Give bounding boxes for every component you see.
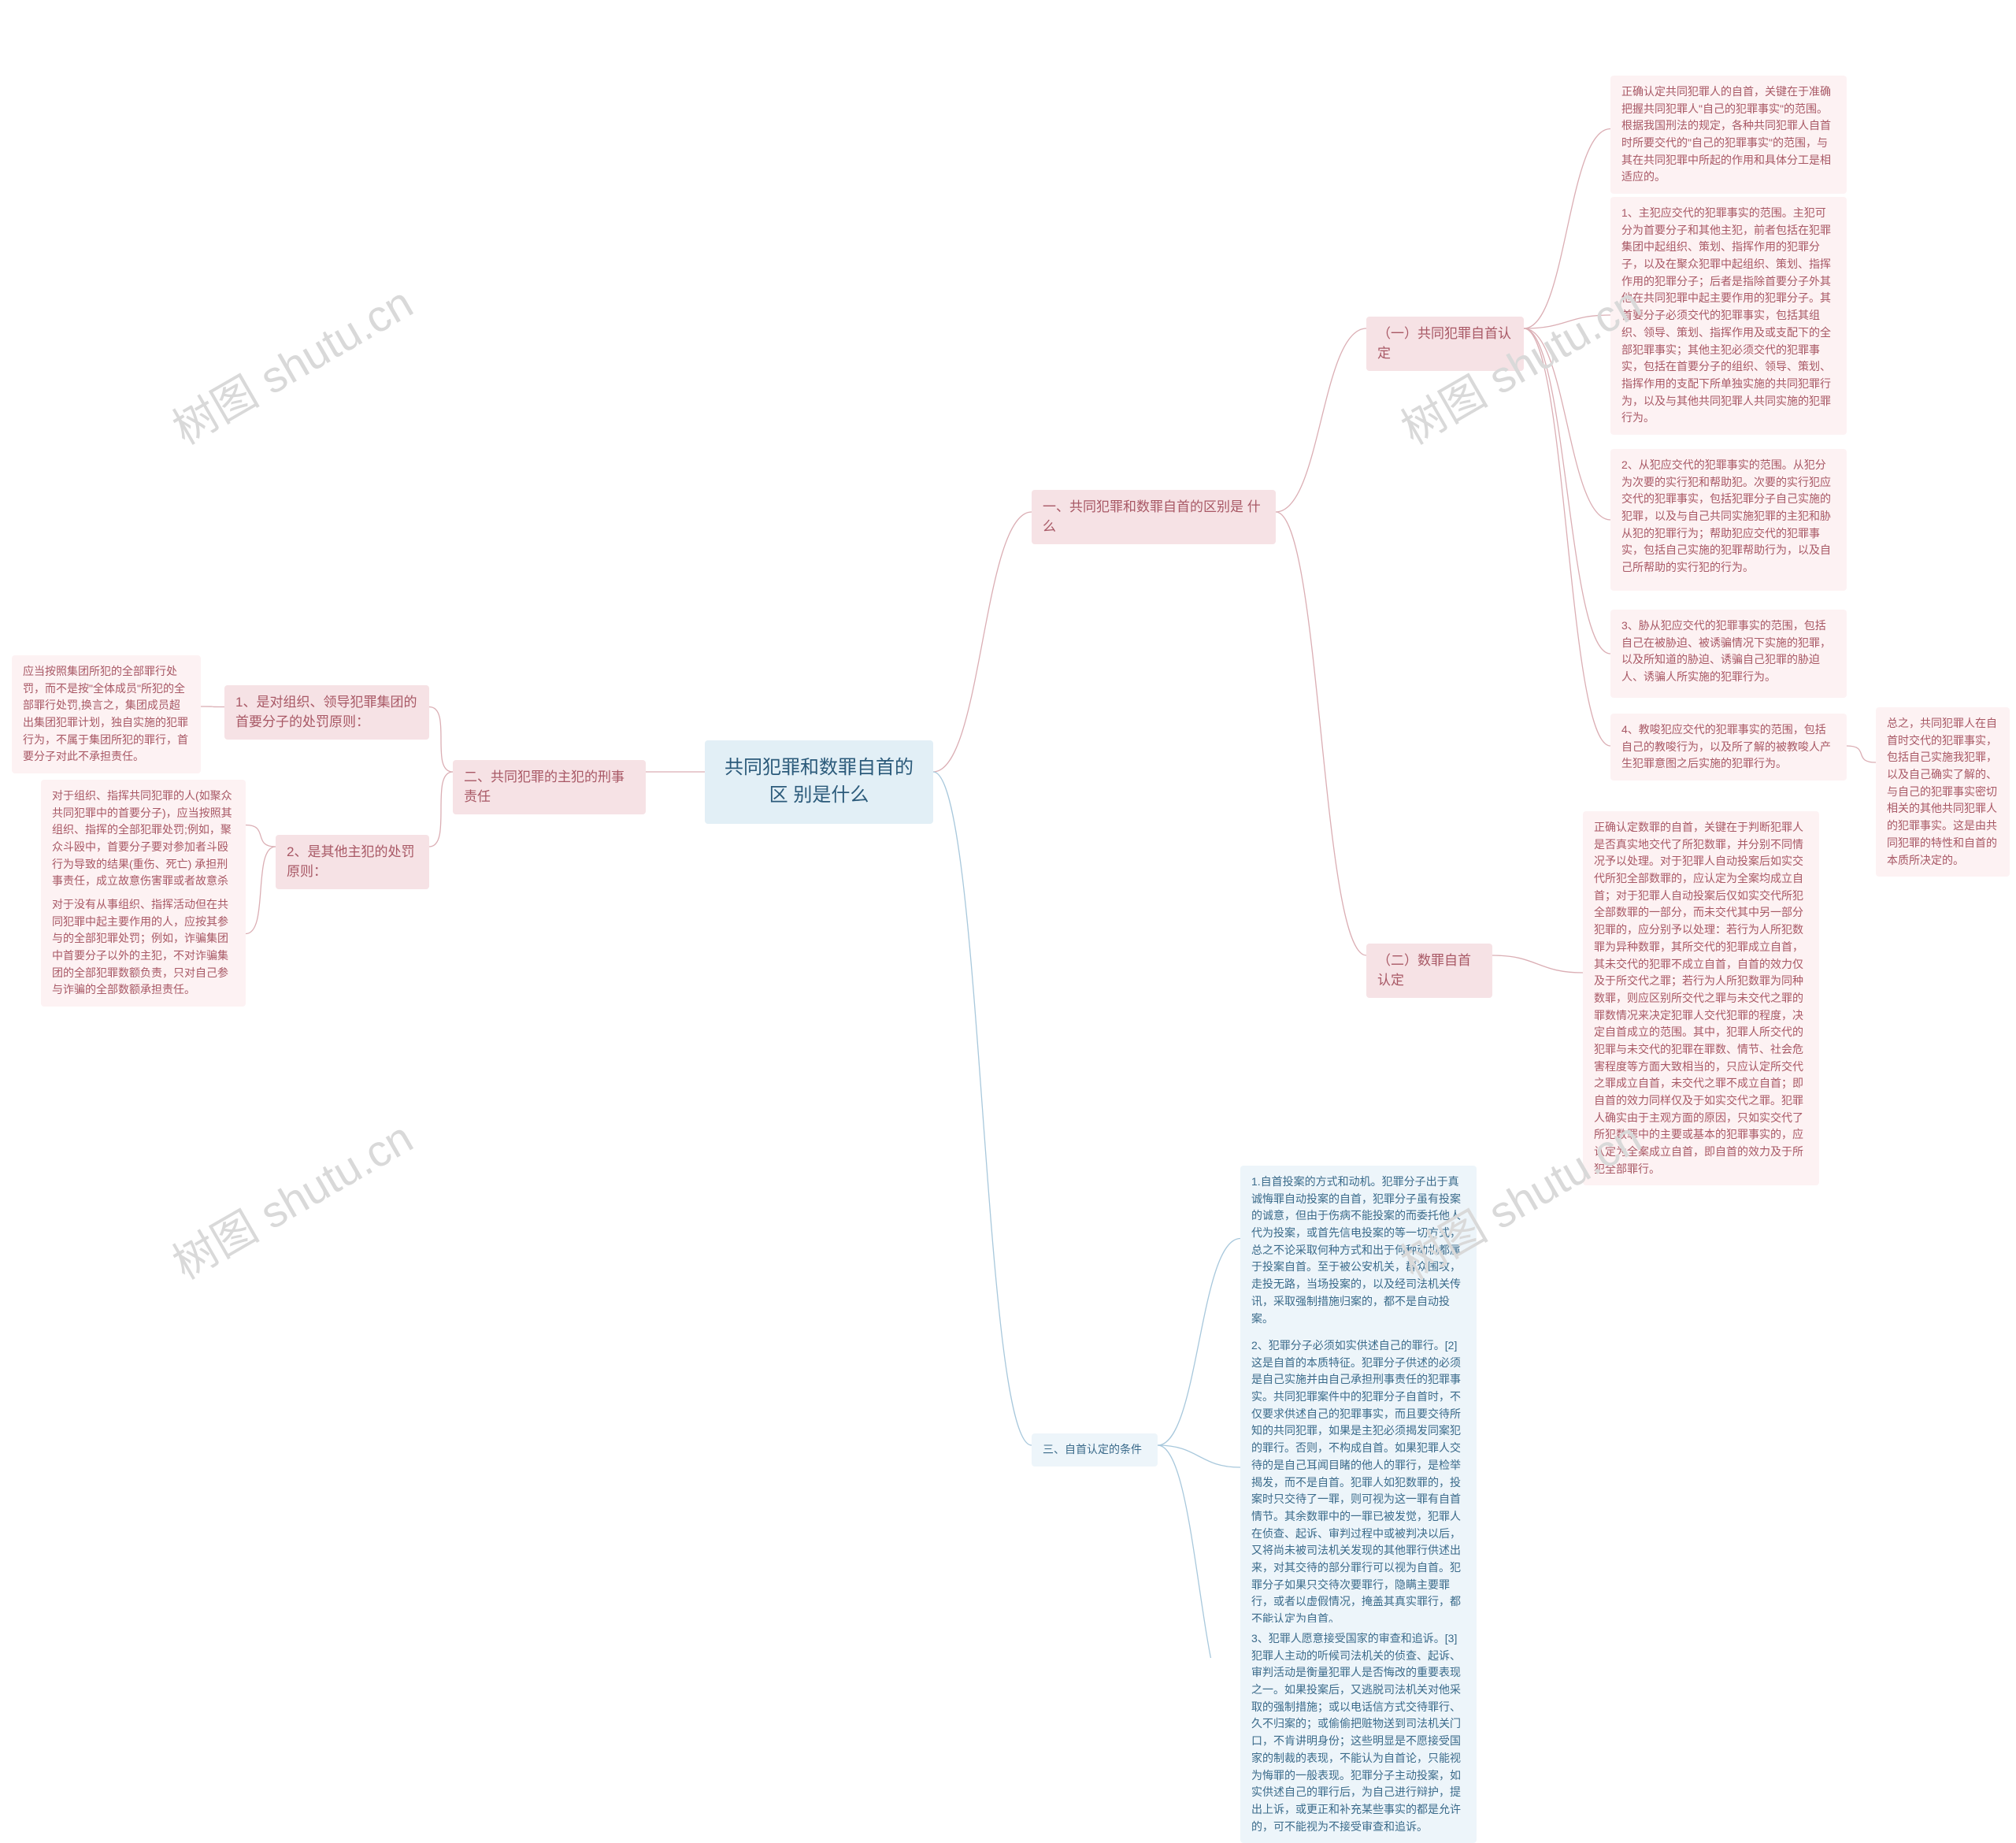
connector: [429, 707, 453, 773]
node-s1a_body2: 2、从犯应交代的犯罪事实的范围。从犯分为次要的实行犯和帮助犯。次要的实行犯应交代…: [1610, 449, 1847, 591]
connector: [1524, 328, 1610, 746]
node-s1b_body: 正确认定数罪的自首，关键在于判断犯罪人是否真实地交代了所犯数罪，并分别不同情况予…: [1583, 811, 1819, 1185]
node-s1a_body0: 正确认定共同犯罪人的自首，关键在于准确把握共同犯罪人"自己的犯罪事实"的范围。根…: [1610, 76, 1847, 194]
connector: [1524, 328, 1610, 654]
connector: [1158, 1445, 1240, 1467]
watermark-text: 树图 shutu.cn: [159, 1103, 422, 1292]
connector: [246, 825, 276, 847]
node-s3: 三、自首认定的条件: [1032, 1433, 1158, 1467]
node-s2b_body2: 对于没有从事组织、指挥活动但在共同犯罪中起主要作用的人，应按其参与的全部犯罪处罚…: [41, 888, 246, 1007]
node-s2b: 2、是其他主犯的处罚原则：: [276, 835, 429, 889]
node-s3_body1: 1.自首投案的方式和动机。犯罪分子出于真诚悔罪自动投案的自首，犯罪分子虽有投案的…: [1240, 1166, 1477, 1335]
node-s3_body2: 2、犯罪分子必须如实供述自己的罪行。[2]这是自首的本质特征。犯罪分子供述的必须…: [1240, 1329, 1477, 1636]
connector: [429, 772, 453, 847]
connector: [1492, 955, 1583, 973]
connector: [1847, 746, 1876, 762]
node-root: 共同犯罪和数罪自首的区 别是什么: [705, 740, 933, 824]
connector: [1276, 328, 1366, 512]
watermark-text: 树图 shutu.cn: [159, 269, 422, 458]
connector: [246, 847, 276, 934]
node-s3_body3: 3、犯罪人愿意接受国家的审查和追诉。[3]犯罪人主动的听候司法机关的侦查、起诉、…: [1240, 1622, 1477, 1843]
connector: [1524, 328, 1610, 520]
node-s1b: （二）数罪自首认定: [1366, 944, 1492, 998]
connector: [1524, 315, 1610, 328]
connector: [1158, 1445, 1240, 1658]
node-s1a: （一）共同犯罪自首认定: [1366, 317, 1524, 371]
node-s2a: 1、是对组织、领导犯罪集团的首要分子的处罚原则：: [224, 685, 429, 740]
connector: [933, 772, 1032, 1445]
connector: [1524, 129, 1610, 329]
node-s2: 二、共同犯罪的主犯的刑事责任: [453, 760, 646, 814]
connector: [1158, 1239, 1240, 1446]
node-s1: 一、共同犯罪和数罪自首的区别是 什么: [1032, 490, 1276, 544]
node-s2a_body: 应当按照集团所犯的全部罪行处罚，而不是按"全体成员"所犯的全部罪行处罚,换言之，…: [12, 655, 201, 773]
node-s1a_body4_extra: 总之，共同犯罪人在自首时交代的犯罪事实，包括自己实施我犯罪，以及自己确实了解的、…: [1876, 707, 2010, 877]
node-s1a_body4: 4、教唆犯应交代的犯罪事实的范围，包括自己的教唆行为，以及所了解的被教唆人产生犯…: [1610, 714, 1847, 781]
connector: [1276, 512, 1366, 955]
connector: [201, 706, 224, 707]
node-s1a_body1: 1、主犯应交代的犯罪事实的范围。主犯可分为首要分子和其他主犯，前者包括在犯罪集团…: [1610, 197, 1847, 435]
connector: [933, 512, 1032, 772]
node-s1a_body3: 3、胁从犯应交代的犯罪事实的范围，包括自己在被胁迫、被诱骗情况下实施的犯罪，以及…: [1610, 610, 1847, 698]
